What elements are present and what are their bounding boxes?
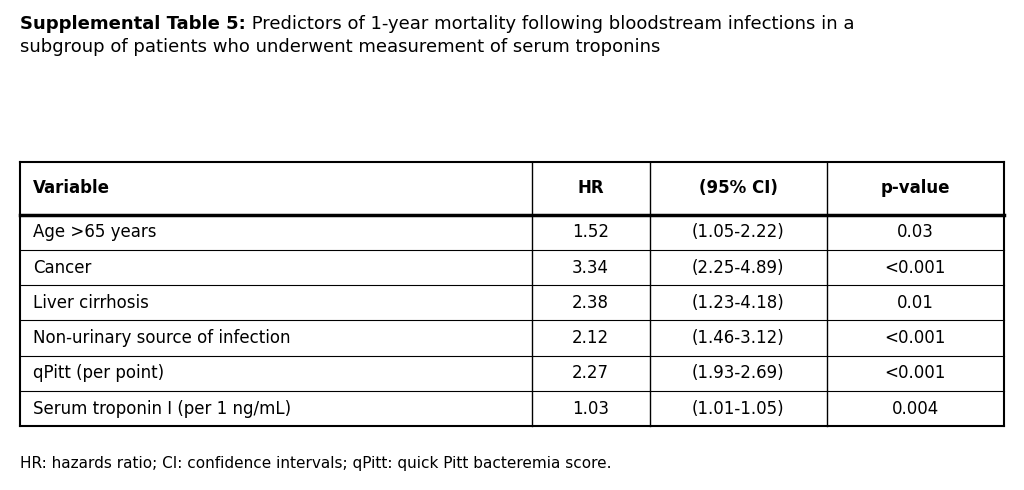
Text: 1.03: 1.03	[572, 400, 609, 417]
Text: 2.38: 2.38	[572, 294, 609, 312]
Text: (1.05-2.22): (1.05-2.22)	[692, 223, 784, 241]
Text: p-value: p-value	[881, 179, 950, 197]
Text: Predictors of 1-year mortality following bloodstream infections in a: Predictors of 1-year mortality following…	[246, 15, 855, 33]
Text: (1.23-4.18): (1.23-4.18)	[692, 294, 784, 312]
Text: (1.93-2.69): (1.93-2.69)	[692, 365, 784, 382]
Text: Liver cirrhosis: Liver cirrhosis	[33, 294, 148, 312]
Text: (95% CI): (95% CI)	[698, 179, 777, 197]
Text: Cancer: Cancer	[33, 259, 91, 276]
Text: HR: HR	[578, 179, 604, 197]
Text: qPitt (per point): qPitt (per point)	[33, 365, 164, 382]
Text: HR: hazards ratio; CI: confidence intervals; qPitt: quick Pitt bacteremia score.: HR: hazards ratio; CI: confidence interv…	[20, 456, 612, 471]
Text: Serum troponin I (per 1 ng/mL): Serum troponin I (per 1 ng/mL)	[33, 400, 291, 417]
Text: Supplemental Table 5:: Supplemental Table 5:	[20, 15, 246, 33]
Text: subgroup of patients who underwent measurement of serum troponins: subgroup of patients who underwent measu…	[20, 38, 660, 56]
Text: <0.001: <0.001	[885, 259, 946, 276]
Text: (1.46-3.12): (1.46-3.12)	[692, 329, 784, 347]
Text: Age >65 years: Age >65 years	[33, 223, 157, 241]
Text: 0.01: 0.01	[897, 294, 934, 312]
Text: 0.03: 0.03	[897, 223, 934, 241]
Text: <0.001: <0.001	[885, 365, 946, 382]
Text: (2.25-4.89): (2.25-4.89)	[692, 259, 784, 276]
Text: 2.12: 2.12	[572, 329, 609, 347]
Text: 3.34: 3.34	[572, 259, 609, 276]
Text: 0.004: 0.004	[892, 400, 939, 417]
Text: 1.52: 1.52	[572, 223, 609, 241]
Text: <0.001: <0.001	[885, 329, 946, 347]
Text: Variable: Variable	[33, 179, 110, 197]
Text: 2.27: 2.27	[572, 365, 609, 382]
Text: Non-urinary source of infection: Non-urinary source of infection	[33, 329, 290, 347]
Text: (1.01-1.05): (1.01-1.05)	[692, 400, 784, 417]
